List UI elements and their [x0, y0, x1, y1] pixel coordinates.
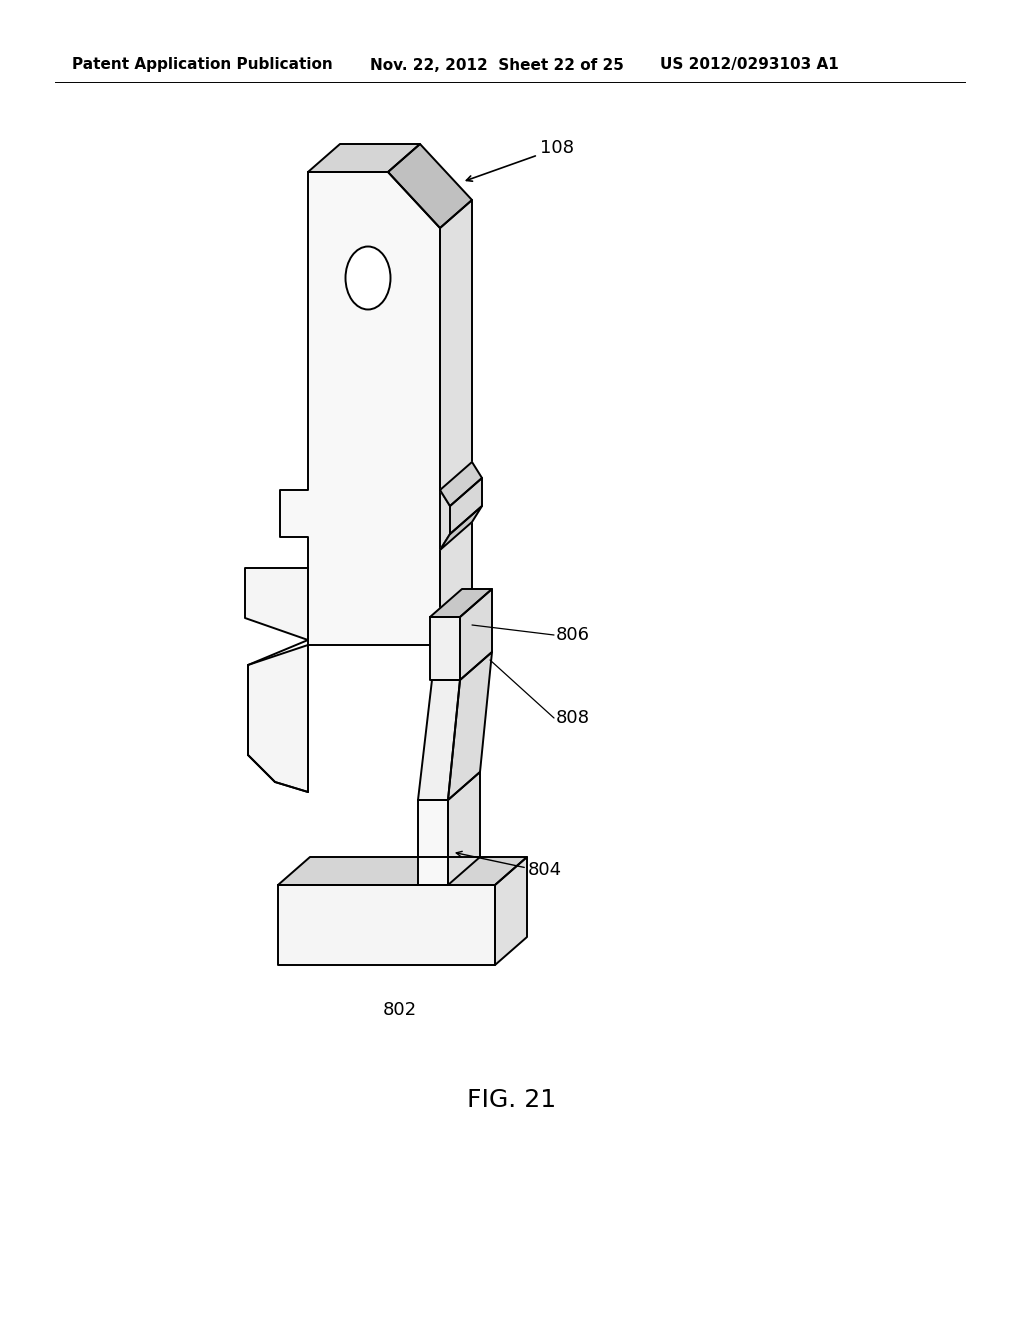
Ellipse shape — [345, 247, 390, 309]
Polygon shape — [440, 506, 482, 550]
Polygon shape — [449, 652, 492, 800]
Polygon shape — [278, 884, 495, 965]
Polygon shape — [388, 144, 472, 228]
Polygon shape — [245, 568, 308, 640]
Text: 108: 108 — [540, 139, 574, 157]
Polygon shape — [278, 857, 527, 884]
Text: FIG. 21: FIG. 21 — [467, 1088, 557, 1111]
Text: 802: 802 — [383, 1001, 417, 1019]
Polygon shape — [440, 462, 482, 506]
Polygon shape — [280, 172, 450, 645]
Text: Patent Application Publication: Patent Application Publication — [72, 58, 333, 73]
Polygon shape — [430, 616, 460, 680]
Polygon shape — [460, 589, 492, 680]
Polygon shape — [495, 857, 527, 965]
Text: Nov. 22, 2012  Sheet 22 of 25: Nov. 22, 2012 Sheet 22 of 25 — [370, 58, 624, 73]
Polygon shape — [450, 478, 482, 535]
Text: US 2012/0293103 A1: US 2012/0293103 A1 — [660, 58, 839, 73]
Polygon shape — [248, 645, 308, 792]
Text: 808: 808 — [556, 709, 590, 727]
Text: 806: 806 — [556, 626, 590, 644]
Polygon shape — [308, 144, 420, 172]
Text: 804: 804 — [528, 861, 562, 879]
Polygon shape — [430, 589, 492, 616]
Polygon shape — [418, 800, 449, 884]
Polygon shape — [449, 772, 480, 884]
Polygon shape — [440, 201, 472, 645]
Polygon shape — [418, 680, 460, 800]
